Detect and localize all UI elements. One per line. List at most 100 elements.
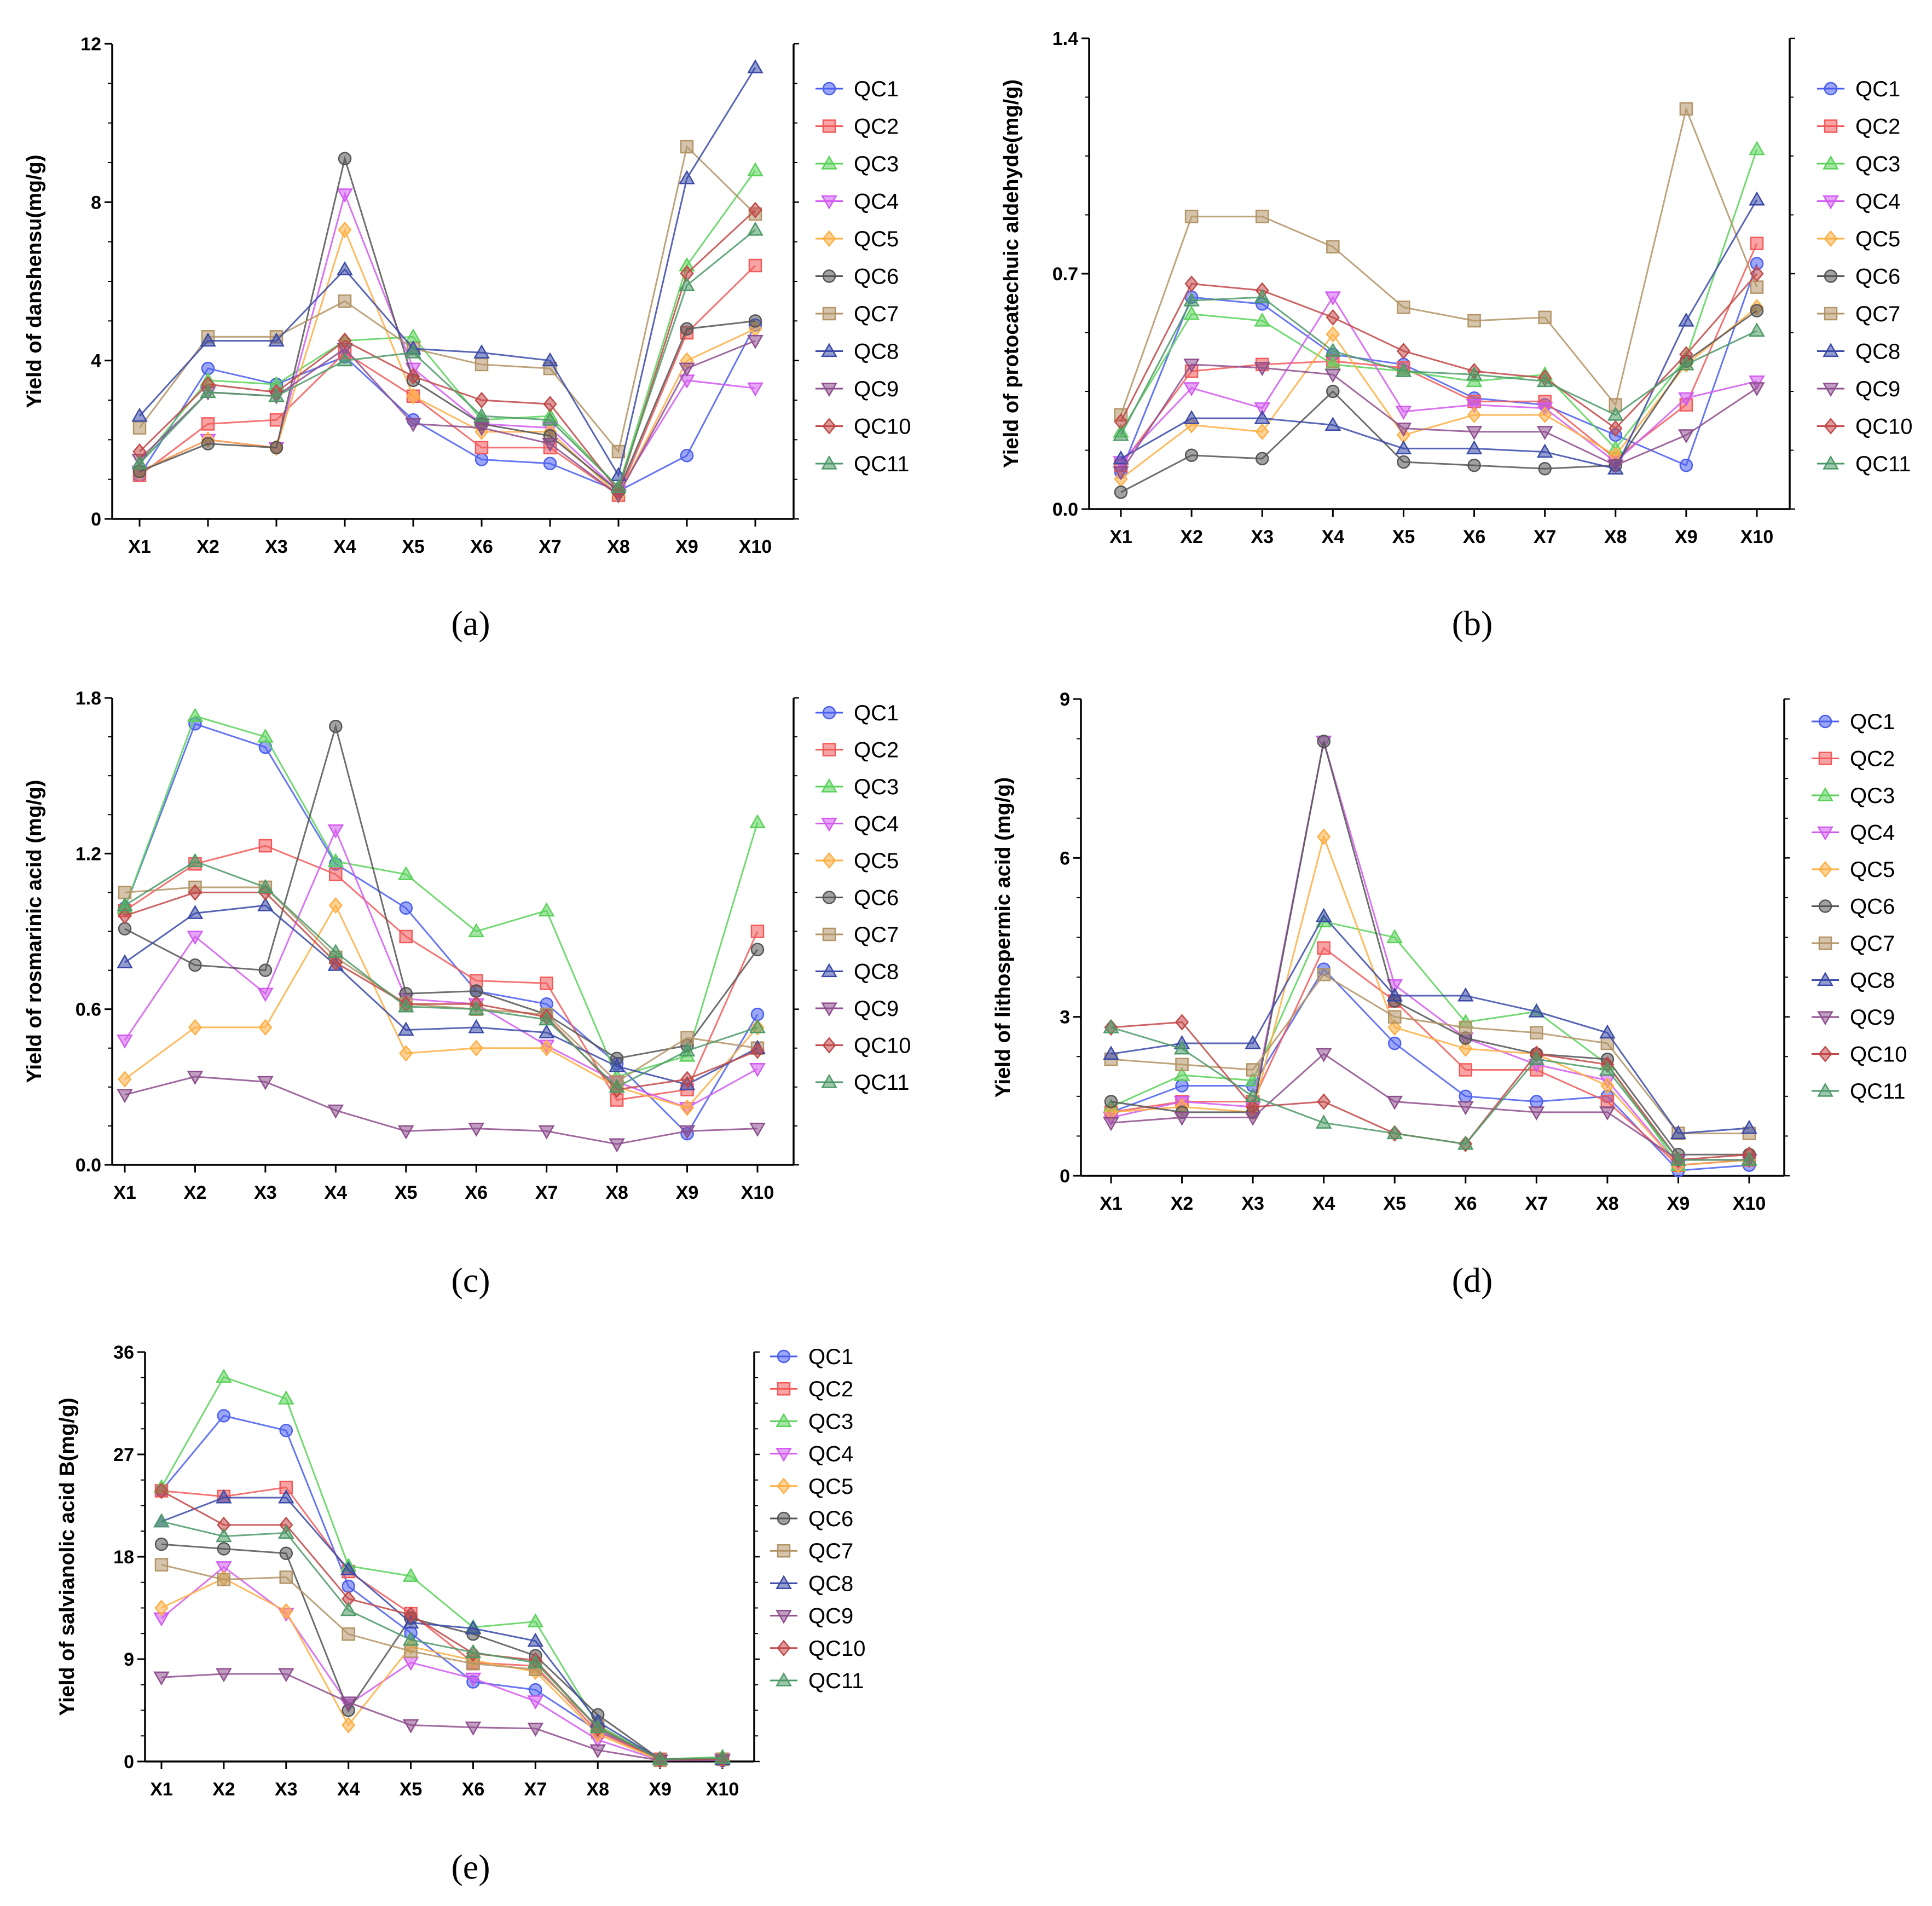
x-tick-label: X4 [325,1182,348,1203]
data-point [402,1719,419,1734]
data-point [118,1071,132,1088]
data-point [747,59,763,73]
data-point [1324,343,1341,357]
x-tick-label: X5 [1392,527,1415,547]
series-qc9 [1113,359,1765,481]
series-line [138,324,756,493]
data-point [131,455,148,470]
data-point [1386,1125,1403,1140]
data-point [1245,1072,1261,1087]
data-point [1113,466,1129,481]
x-tick-label: X7 [524,1779,547,1800]
data-point [257,728,274,743]
data-point [1750,236,1764,250]
x-tick-label: X7 [539,536,562,557]
legend-label: QC10 [854,1034,911,1058]
data-point [217,1542,231,1556]
data-point [200,384,216,398]
data-point [1459,1020,1473,1035]
legend-label: QC2 [1855,115,1900,139]
data-point [216,1368,232,1383]
data-point [1183,409,1200,424]
series-line [139,264,756,496]
data-point [1599,1061,1616,1076]
y-axis-title: Yield of lithospermic acid (mg/g) [992,777,1015,1098]
chart-panel-c: 0.0 0.6 1.2 1.8 X1 X2 X3 X4 X5 X6 X7 X8 X9 X10 Yield o… [23,688,911,1299]
data-point [399,901,413,915]
series-qc7 [118,880,765,1089]
series-qc3 [131,162,763,493]
legend-marker [777,1382,791,1396]
x-tick-label: X9 [676,1182,699,1203]
data-point [748,201,762,218]
data-point [338,294,352,308]
data-point [750,1042,765,1059]
legend-label: QC11 [1850,1079,1906,1104]
data-point [473,422,490,436]
legend-label: QC1 [808,1345,853,1369]
series-line [1110,973,1749,1135]
data-point [1184,275,1199,292]
series-line [161,1497,722,1760]
legend-marker [1823,155,1839,170]
legend-label: QC4 [854,812,899,836]
x-tick-label: X2 [184,1182,207,1203]
legend-marker [822,743,836,756]
series-line [1120,307,1757,480]
panel-caption: (b) [1452,604,1493,643]
legend-marker [821,343,837,357]
legend-label: QC9 [808,1604,853,1628]
data-point [748,258,762,273]
legend-label: QC5 [854,227,899,251]
data-point [680,1071,695,1088]
legend-label: QC9 [854,997,899,1021]
x-tick-label: X4 [1312,1193,1335,1214]
legend-marker [821,1002,837,1017]
data-point [1670,1125,1687,1140]
data-point [1609,420,1623,437]
data-point [589,1744,606,1759]
legend-marker [1818,752,1832,765]
series-line [1120,106,1758,415]
data-point [542,412,558,426]
y-tick-label: 0 [91,509,101,530]
legend-marker [777,1477,791,1494]
data-point [1599,1106,1616,1121]
panel-caption: (d) [1452,1261,1493,1299]
data-point [468,1019,485,1033]
series-line [124,715,759,1078]
data-point [610,478,627,493]
series-qc10 [1114,265,1764,437]
data-point [609,1138,625,1153]
y-tick-label: 4 [91,351,101,372]
legend-label: QC11 [808,1669,864,1693]
data-point [468,923,485,938]
series-line [1110,946,1750,1166]
series-line [139,155,756,493]
data-point [338,221,352,239]
data-point [402,1631,419,1646]
legend-marker [776,1672,792,1686]
data-point [469,1039,483,1056]
data-point [1536,426,1553,440]
data-point [1528,1050,1545,1065]
data-point [1103,1046,1119,1060]
data-point [329,719,343,733]
data-point [1254,288,1271,303]
series-qc2 [118,839,765,1107]
data-point [1536,443,1553,458]
data-point [1326,309,1340,326]
x-tick-label: X8 [1596,1193,1619,1214]
data-point [543,396,557,413]
data-point [257,987,274,1002]
data-point [1397,455,1410,469]
series-line [138,67,756,478]
data-point [1538,462,1552,476]
series-line [1110,1053,1749,1161]
legend-marker [1823,383,1839,397]
data-point [154,1558,169,1572]
x-tick-label: X2 [196,536,219,557]
series-line [1110,915,1750,1135]
x-tick-label: X10 [739,536,772,557]
y-axis-title: Yield of protocatechuic aldehyde(mg/g) [1000,79,1023,468]
